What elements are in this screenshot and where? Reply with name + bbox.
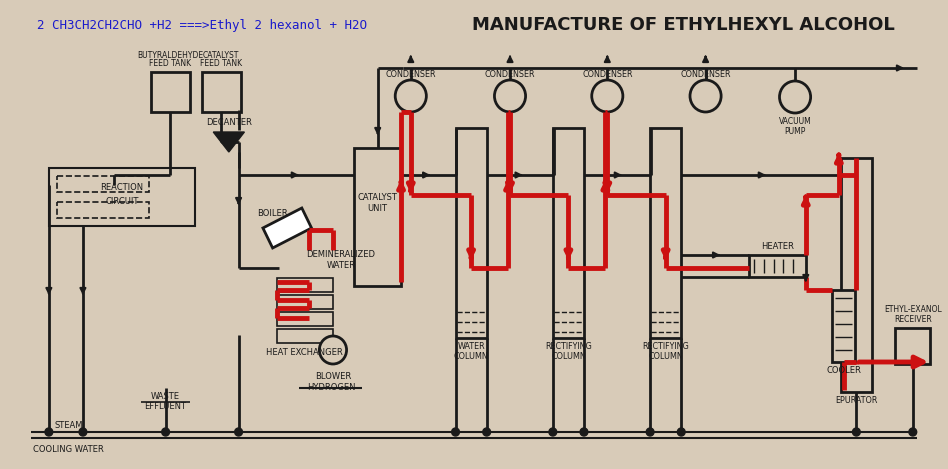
Text: BOILER: BOILER — [257, 210, 288, 219]
Text: RECTIFYING
COLUMN: RECTIFYING COLUMN — [545, 342, 592, 362]
Text: WATER
COLUMN: WATER COLUMN — [454, 342, 488, 362]
Text: CONDENSER: CONDENSER — [484, 70, 536, 79]
Circle shape — [909, 428, 917, 436]
Text: VACUUM
PUMP: VACUUM PUMP — [778, 117, 811, 136]
Text: COOLER: COOLER — [827, 366, 861, 375]
Circle shape — [678, 428, 685, 436]
Bar — [151, 72, 190, 112]
Circle shape — [45, 428, 53, 436]
Text: REACTION: REACTION — [100, 183, 143, 192]
Bar — [277, 278, 333, 292]
Text: DECANTER: DECANTER — [206, 118, 252, 127]
Bar — [277, 312, 333, 326]
Bar — [456, 128, 486, 338]
Text: EPURATOR: EPURATOR — [835, 396, 878, 405]
Circle shape — [549, 428, 556, 436]
Text: MANUFACTURE OF ETHYLHEXYL ALCOHOL: MANUFACTURE OF ETHYLHEXYL ALCOHOL — [472, 16, 895, 34]
Text: FEED TANK: FEED TANK — [150, 59, 191, 68]
Bar — [355, 148, 401, 286]
Text: COOLING WATER: COOLING WATER — [33, 446, 104, 454]
Circle shape — [580, 428, 588, 436]
Text: HYDROGEN: HYDROGEN — [307, 384, 356, 393]
Text: CONDENSER: CONDENSER — [681, 70, 731, 79]
Circle shape — [79, 428, 87, 436]
Circle shape — [852, 428, 860, 436]
Bar — [895, 328, 930, 364]
Bar — [202, 72, 241, 112]
Circle shape — [451, 428, 460, 436]
Bar — [49, 168, 194, 226]
Text: ETHYL-EXANOL
RECEIVER: ETHYL-EXANOL RECEIVER — [884, 304, 941, 324]
Text: CATALYST: CATALYST — [203, 51, 239, 60]
Circle shape — [483, 428, 490, 436]
Circle shape — [319, 336, 347, 364]
Circle shape — [690, 80, 721, 112]
Text: DEMINERALIZED
WATER: DEMINERALIZED WATER — [306, 250, 375, 270]
Bar — [277, 295, 333, 309]
Bar — [57, 176, 149, 192]
Text: WASTE
EFFLUENT: WASTE EFFLUENT — [145, 392, 187, 411]
Bar — [277, 329, 333, 343]
Bar — [841, 158, 872, 392]
Text: RECTIFYING
COLUMN: RECTIFYING COLUMN — [643, 342, 689, 362]
Circle shape — [235, 428, 243, 436]
Bar — [650, 128, 682, 338]
Bar — [57, 202, 149, 218]
Text: CIRCUIT: CIRCUIT — [105, 197, 138, 206]
Bar — [832, 290, 855, 362]
Text: CONDENSER: CONDENSER — [386, 70, 436, 79]
Text: FEED TANK: FEED TANK — [200, 59, 242, 68]
Text: CONDENSER: CONDENSER — [582, 70, 632, 79]
Circle shape — [162, 428, 170, 436]
Text: HEATER: HEATER — [761, 242, 794, 251]
Bar — [553, 128, 584, 338]
Text: 2 CH3CH2CH2CHO +H2 ===>Ethyl 2 hexanol + H2O: 2 CH3CH2CH2CHO +H2 ===>Ethyl 2 hexanol +… — [37, 18, 367, 31]
Text: BUTYRALDEHYDE: BUTYRALDEHYDE — [137, 51, 204, 60]
Text: HEAT EXCHANGER: HEAT EXCHANGER — [266, 348, 343, 357]
Text: STEAM: STEAM — [54, 421, 82, 430]
Circle shape — [779, 81, 811, 113]
Circle shape — [495, 80, 525, 112]
Polygon shape — [213, 132, 245, 152]
Bar — [749, 255, 806, 277]
Text: BLOWER: BLOWER — [315, 372, 351, 381]
Circle shape — [647, 428, 654, 436]
Circle shape — [395, 80, 427, 112]
Circle shape — [592, 80, 623, 112]
Polygon shape — [263, 208, 312, 248]
Text: CATALYST
UNIT: CATALYST UNIT — [357, 193, 397, 213]
